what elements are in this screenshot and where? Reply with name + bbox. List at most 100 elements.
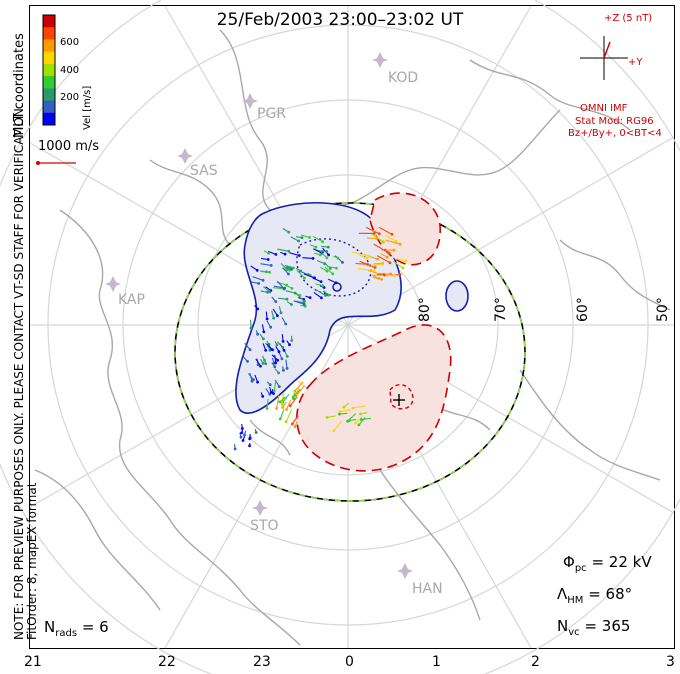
- mlt-label-2: 2: [531, 654, 540, 670]
- velocity-vector: [357, 268, 375, 272]
- velocity-vector: [281, 317, 287, 325]
- velocity-vector: [278, 306, 282, 313]
- site-marker-han: [397, 563, 413, 579]
- velocity-vector: [300, 234, 310, 238]
- velocity-vector: [378, 226, 393, 235]
- positive-upper-cell: [369, 192, 441, 266]
- velocity-vector: [290, 236, 299, 242]
- velocity-vector: [277, 248, 289, 252]
- velocity-vector: [360, 412, 368, 415]
- velocity-vector: [315, 283, 323, 287]
- velocity-vector: [359, 254, 368, 259]
- velocity-vector: [312, 277, 322, 283]
- site-label-sto: STO: [250, 518, 279, 534]
- velocity-vector: [316, 259, 325, 265]
- colorbar-title: Vel [m/s]: [82, 85, 93, 130]
- site-marker-sas: [177, 148, 193, 164]
- site-marker-kap: [105, 276, 121, 292]
- velocity-vector: [385, 239, 401, 245]
- velocity-vector: [285, 290, 296, 294]
- velocity-vector: [279, 409, 285, 420]
- velocity-vector: [260, 290, 268, 293]
- negative-inner-contour: [296, 238, 372, 297]
- velocity-vector: [327, 278, 337, 284]
- velocity-vector: [266, 320, 272, 328]
- velocity-vector: [284, 283, 293, 289]
- velocity-vector: [274, 341, 278, 346]
- velocity-vector: [368, 269, 381, 275]
- velocity-vector: [320, 252, 328, 259]
- velocity-vector: [262, 343, 267, 351]
- velocity-vector: [286, 301, 292, 305]
- velocity-vector: [355, 416, 363, 424]
- velocity-vector: [271, 310, 275, 319]
- negative-small-cell: [445, 280, 469, 312]
- velocity-vector: [294, 381, 304, 392]
- colorbar-segment: [43, 100, 55, 114]
- imf-condition-label: Bz+/By+, 0<BT<4: [568, 128, 662, 139]
- velocity-vector: [339, 412, 348, 415]
- velocity-vector: [302, 257, 314, 259]
- vector-origin: [287, 249, 291, 253]
- velocity-vector: [294, 421, 298, 427]
- vector-origin: [240, 427, 244, 430]
- colorbar-segment: [43, 88, 55, 102]
- site-label-kod: KOD: [388, 70, 419, 86]
- positive-inner-contour: [389, 384, 414, 410]
- velocity-vector: [274, 354, 277, 363]
- latitude-label-50: 50°: [655, 297, 671, 322]
- velocity-vector: [322, 290, 328, 295]
- velocity-vector: [266, 398, 269, 409]
- velocity-vector: [281, 334, 284, 342]
- site-label-pgr: PGR: [257, 106, 287, 122]
- velocity-vector: [321, 245, 329, 248]
- velocity-vector: [234, 444, 236, 449]
- velocity-vector: [244, 342, 251, 351]
- velocity-vector: [267, 250, 277, 255]
- velocity-vector: [349, 419, 357, 422]
- site-label-han: HAN: [412, 581, 443, 597]
- velocity-vector: [393, 260, 404, 269]
- velocity-vector: [260, 263, 272, 266]
- velocity-vector: [271, 296, 277, 302]
- velocity-vector: [239, 432, 242, 438]
- velocity-vector: [282, 267, 289, 275]
- latitude-label-80: 80°: [417, 297, 433, 322]
- velocity-vector: [266, 340, 270, 345]
- colorbar-segment: [43, 63, 55, 77]
- colorbar-tick-600: 600: [60, 37, 80, 48]
- velocity-vector: [248, 373, 254, 381]
- velocity-vector: [276, 341, 284, 348]
- velocity-scale-label: 1000 m/s: [38, 139, 100, 154]
- velocity-vector: [373, 243, 390, 254]
- velocity-vector: [276, 280, 285, 290]
- vector-count-stat: Nvc = 365: [557, 617, 631, 638]
- velocity-vector: [251, 281, 259, 284]
- velocity-vector: [260, 271, 270, 273]
- site-label-sas: SAS: [190, 163, 218, 179]
- fit-order-label: FitOrder: 8, mapEX format: [25, 482, 39, 640]
- velocity-vector: [313, 291, 322, 299]
- imf-by-label: +Y: [628, 57, 643, 68]
- velocity-vector: [289, 396, 298, 407]
- velocity-vector: [271, 362, 276, 368]
- velocity-vector: [275, 346, 280, 352]
- velocity-vector: [289, 252, 300, 257]
- velocity-vector: [320, 266, 328, 272]
- radar-sites: [105, 52, 413, 579]
- velocity-vector: [365, 226, 380, 235]
- velocity-vector: [282, 228, 289, 233]
- velocity-vector: [296, 267, 301, 272]
- cross-polar-potential-stat: Φpc = 22 kV: [563, 553, 652, 574]
- colorbar-segment: [43, 27, 55, 40]
- mlt-label-1: 1: [432, 654, 441, 670]
- velocity-vector: [372, 234, 384, 243]
- velocity-vector: [272, 287, 285, 290]
- velocity-vector: [347, 413, 357, 422]
- mlt-grid: [29, 5, 675, 649]
- velocity-colorbar: [42, 14, 56, 126]
- velocity-vector: [255, 358, 261, 367]
- velocity-vector: [278, 352, 283, 360]
- velocity-vector: [243, 430, 247, 436]
- velocity-vector: [284, 264, 291, 269]
